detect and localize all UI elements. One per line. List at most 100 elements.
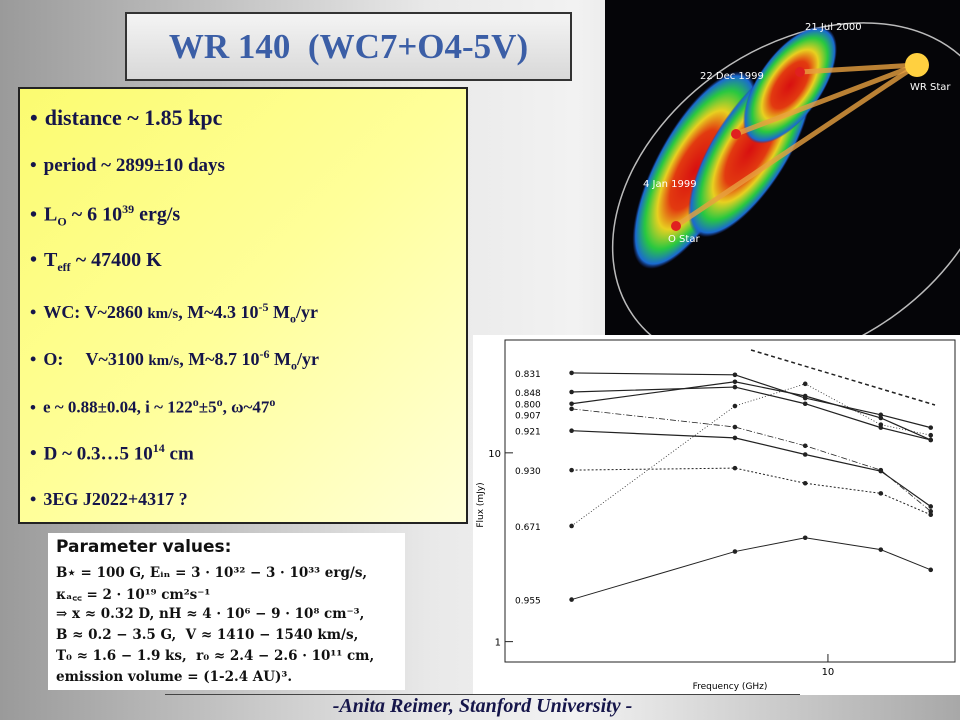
text: km/s <box>147 306 179 322</box>
flux-plot: Flux (mJy) Frequency (GHz) 1 10 10 0.831 0.8… <box>473 335 960 695</box>
data-point <box>732 549 738 554</box>
text: , M~8.7 10 <box>179 349 260 369</box>
bullet: e ~ 0.88±0.04, i ~ 122o±5o, ω~47o <box>30 395 275 418</box>
footer: -Anita Reimer, Stanford University - <box>165 694 800 718</box>
data-point <box>732 435 738 441</box>
data-point <box>928 437 934 443</box>
data-point <box>802 401 808 407</box>
text: WC: V~2860 <box>43 302 148 322</box>
data-point <box>569 597 574 602</box>
data-point <box>878 422 884 427</box>
data-point <box>928 567 934 573</box>
text: o <box>290 311 297 326</box>
emission-blob <box>743 26 837 144</box>
series-label: 0.671 <box>515 523 541 533</box>
data-point <box>928 504 934 509</box>
data-point <box>802 443 808 449</box>
parameter-heading: Parameter values: <box>56 537 232 557</box>
text: period ~ 2899±10 days <box>43 155 225 176</box>
text: e ~ 0.88±0.04, i ~ 122 <box>42 397 193 417</box>
data-point <box>878 491 884 496</box>
series-line <box>571 408 931 512</box>
x-axis-title: Frequency (GHz) <box>693 682 768 692</box>
text: -6 <box>259 347 270 361</box>
series-label: 0.800 <box>515 401 541 411</box>
series-label: 0.848 <box>515 389 541 399</box>
data-point <box>878 415 884 421</box>
text: 14 <box>152 441 165 455</box>
data-point <box>569 523 574 529</box>
data-point <box>569 389 574 395</box>
data-point <box>928 432 934 438</box>
o-star-position <box>731 129 741 139</box>
text: , M~4.3 10 <box>178 302 259 322</box>
wr-star <box>905 53 929 77</box>
orbit <box>611 22 960 335</box>
data-point <box>802 381 808 387</box>
data-point <box>732 384 738 390</box>
text: /yr <box>297 349 320 369</box>
parameter-panel: Parameter values: B⋆ = 100 G, Eᵢₙ = 3 · … <box>48 533 405 690</box>
parameter-line: κₐ꜀꜀ = 2 · 10¹⁹ cm²s⁻¹ <box>56 587 211 603</box>
bullet: 3EG J2022+4317 ? <box>30 489 188 510</box>
bullet: Teff ~ 47400 K <box>30 249 162 275</box>
text: o <box>192 395 199 409</box>
text: ~ 47400 K <box>70 249 162 271</box>
o-star-position <box>671 221 681 231</box>
data-point <box>878 412 884 418</box>
series-label: 0.907 <box>515 412 541 422</box>
data-point <box>802 535 808 541</box>
text: O: V~3100 <box>43 349 149 369</box>
text: 39 <box>122 202 135 216</box>
text: , ω~47 <box>222 397 270 417</box>
bullet: distance ~ 1.85 kpc <box>30 105 223 131</box>
text: M <box>268 302 291 322</box>
data-point <box>878 468 884 474</box>
data-point <box>569 467 574 473</box>
o-star-position <box>795 67 805 77</box>
x-tick-label: 10 <box>822 667 835 678</box>
plot-background <box>473 335 960 695</box>
series-label: 0.831 <box>515 370 541 380</box>
text: erg/s <box>134 203 181 226</box>
data-point <box>732 403 738 409</box>
data-point <box>569 370 574 376</box>
text: o <box>291 358 298 373</box>
text: -5 <box>258 300 269 314</box>
series-label: 0.955 <box>515 597 541 607</box>
date-label: 22 Dec 1999 <box>700 71 764 82</box>
connector <box>735 62 918 137</box>
y-tick-label: 1 <box>495 638 501 649</box>
date-label: 21 Jul 2000 <box>805 22 862 33</box>
plot-frame <box>504 339 956 663</box>
slide-title: WR 140 (WC7+O4-5V) <box>125 12 572 81</box>
data-point <box>732 379 738 385</box>
bullet-box: distance ~ 1.85 kpc period ~ 2899±10 day… <box>18 87 468 524</box>
data-point <box>802 393 808 399</box>
text: M <box>269 349 292 369</box>
connector <box>674 62 919 229</box>
text: /yr <box>296 302 319 322</box>
parameter-line: T₀ ≈ 1.6 − 1.9 ks, r₀ ≈ 2.4 − 2.6 · 10¹¹… <box>56 648 375 664</box>
data-point <box>802 452 808 457</box>
orbit-figure: 21 Jul 2000 22 Dec 1999 4 Jan 1999 WR St… <box>605 0 960 335</box>
text: cm <box>164 443 194 465</box>
data-point <box>928 509 934 514</box>
parameter-line: B ≈ 0.2 − 3.5 G, V ≈ 1410 − 1540 km/s, <box>56 627 359 643</box>
data-point <box>732 424 738 430</box>
series-label: 0.921 <box>515 428 541 438</box>
series-line <box>571 467 931 516</box>
text: O <box>57 214 67 229</box>
parameter-line: emission volume = (1-2.4 AU)³. <box>56 669 293 685</box>
series-label: 0.930 <box>515 467 541 477</box>
text: o <box>269 395 276 409</box>
data-point <box>802 480 808 486</box>
data-point <box>928 512 934 518</box>
bullet: period ~ 2899±10 days <box>30 155 225 177</box>
text: L <box>44 203 58 226</box>
data-point <box>569 401 574 407</box>
text: D ~ 0.3…5 10 <box>43 443 153 465</box>
text: 3EG J2022+4317 ? <box>43 489 188 509</box>
y-tick-label: 10 <box>488 449 501 460</box>
